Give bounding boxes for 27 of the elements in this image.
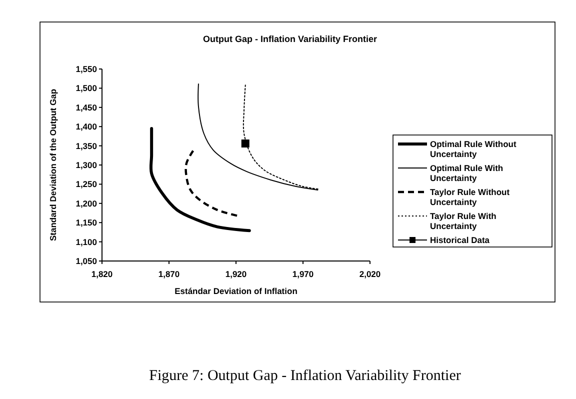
legend-label: Taylor Rule With Uncertainty — [430, 211, 496, 231]
y-tick-label: 1,550 — [76, 64, 98, 74]
x-tick-label: 1,820 — [91, 269, 113, 279]
y-tick-label: 1,250 — [76, 179, 98, 190]
y-tick-label: 1,500 — [76, 83, 98, 94]
line-series — [149, 127, 251, 232]
x-tick-label: 1,870 — [158, 269, 180, 279]
caption: Figure 7: Output Gap - Inflation Variability Frontier — [149, 368, 461, 384]
y-tick-label: 1,300 — [76, 160, 98, 170]
y-axis-title: Standard Deviation of the Output Gap — [48, 88, 58, 242]
line-series — [184, 150, 240, 218]
legend-label: Historical Data — [430, 235, 490, 245]
x-tick-label: 1,970 — [292, 269, 314, 279]
legend-label: Taylor Rule Without Uncertainty — [430, 187, 510, 207]
x-tick-label: 2,020 — [359, 269, 381, 279]
y-tick-label: 1,400 — [76, 122, 98, 132]
chart-title: Output Gap - Inflation Variability Frontier — [202, 34, 378, 44]
x-tick-label: 1,920 — [225, 269, 247, 279]
x-axis-title: Estándar Deviation of Inflation — [174, 286, 298, 296]
y-tick-label: 1,350 — [76, 140, 98, 151]
y-tick-label: 1,450 — [76, 102, 98, 112]
legend-label: Optimal Rule With Uncertainty — [430, 163, 504, 183]
y-tick-label: 1,050 — [76, 256, 98, 266]
y-tick-label: 1,150 — [76, 218, 98, 228]
y-tick-label: 1,200 — [76, 198, 98, 208]
legend-label: Optimal Rule Without Uncertainty — [430, 139, 516, 159]
y-tick-label: 1,100 — [76, 236, 98, 247]
